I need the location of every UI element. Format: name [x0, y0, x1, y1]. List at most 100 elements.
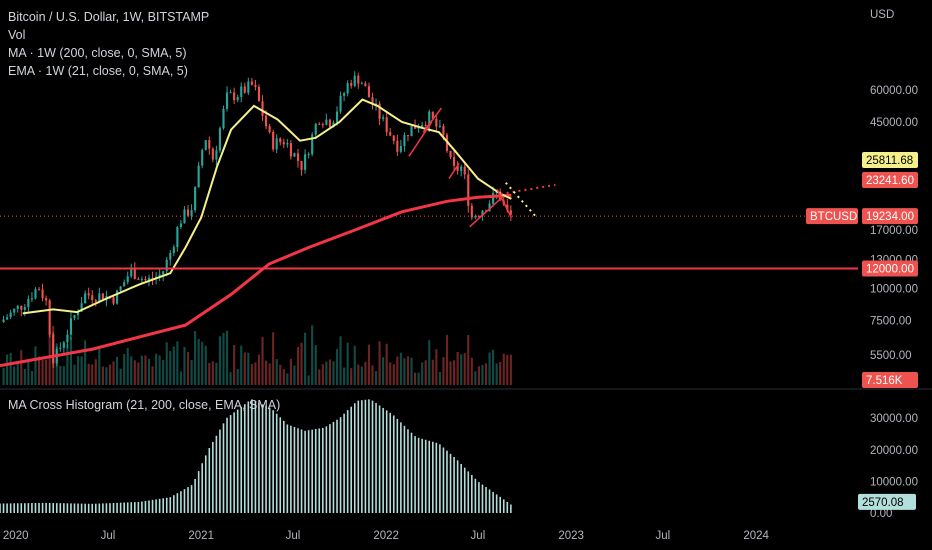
volume-bar: [101, 366, 104, 385]
histogram-bar: [48, 502, 51, 513]
volume-bar: [371, 365, 374, 385]
histogram-bar: [368, 399, 370, 513]
price-tag-level: [862, 260, 918, 277]
candle-body: [413, 125, 417, 129]
histogram-tick-label: 20000.00: [870, 445, 918, 457]
volume-bar: [155, 353, 158, 385]
histogram-bar: [126, 502, 129, 513]
candle-body: [172, 247, 175, 253]
price-tag-ema: [862, 152, 918, 168]
volume-bar: [474, 371, 477, 385]
candle-body: [98, 293, 101, 302]
candle-body: [116, 290, 119, 304]
volume-bar: [240, 345, 243, 385]
histogram-bar: [165, 497, 168, 513]
candle-body: [435, 118, 438, 127]
histogram-bar: [492, 491, 494, 513]
volume-bar: [289, 358, 292, 385]
histogram-bar: [375, 403, 377, 513]
histogram-bar: [229, 415, 232, 513]
histogram-axis[interactable]: 30000.00 20000.00 10000.00 0.00: [870, 413, 918, 520]
candle-body: [16, 305, 19, 309]
candle-body: [261, 101, 264, 116]
volume-bar: [112, 361, 115, 385]
volume-bar: [509, 354, 512, 385]
candle-body: [304, 154, 307, 170]
volume-bar: [27, 358, 30, 385]
histogram-bar: [16, 503, 19, 513]
candle-body: [147, 277, 151, 281]
histogram-bar: [392, 415, 395, 513]
time-tick-label: Jul: [286, 530, 301, 542]
volume-bar: [350, 368, 353, 385]
volume-bar: [211, 361, 214, 385]
volume-bar: [66, 344, 69, 385]
candle-body: [183, 209, 186, 224]
volume-bar: [314, 345, 317, 385]
histogram-bar: [52, 503, 55, 513]
histogram-bar: [45, 502, 47, 513]
candle-body: [396, 140, 399, 152]
histogram-bar: [382, 407, 384, 513]
candle-body: [470, 205, 473, 218]
candle-body: [41, 289, 44, 299]
volume-bar: [392, 364, 395, 385]
volume-bar: [339, 336, 342, 385]
volume-bar: [311, 325, 314, 385]
histogram-bar: [116, 502, 118, 513]
volume-bar: [460, 354, 463, 385]
candle-body: [162, 271, 165, 275]
volume-bar: [399, 352, 402, 385]
candle-body: [48, 300, 51, 335]
histogram-bar: [119, 502, 122, 513]
candle-body: [225, 92, 229, 109]
histogram-bar: [311, 429, 313, 513]
histogram-bar: [350, 406, 353, 513]
candle-body: [62, 342, 65, 348]
histogram-bar: [66, 503, 69, 513]
volume-bar: [123, 354, 126, 385]
histogram-bar: [421, 438, 423, 513]
volume-bar: [48, 332, 51, 385]
volume-bar: [119, 368, 122, 385]
histogram-tick-label: 0.00: [870, 508, 892, 520]
time-tick-label: Jul: [101, 530, 116, 542]
histogram-bar: [201, 463, 204, 513]
candle-body: [218, 128, 222, 151]
volume-bar: [484, 363, 488, 385]
time-axis[interactable]: 2020 Jul 2021 Jul 2022 Jul 2023 Jul 2024: [3, 530, 770, 542]
volume-bar: [37, 356, 41, 385]
candle-body: [208, 140, 211, 149]
candle-body: [346, 83, 349, 94]
histogram-bars: [0, 399, 512, 513]
candle-body: [190, 210, 193, 216]
histogram-bar: [410, 432, 413, 513]
histogram-bar: [371, 400, 374, 513]
volume-bar: [147, 358, 151, 385]
candle-body: [250, 81, 253, 85]
histogram-bar: [435, 442, 438, 513]
histogram-bar: [499, 496, 502, 513]
histogram-bar: [222, 423, 225, 513]
volume-bar: [69, 337, 73, 385]
volume-legend: Vol: [8, 28, 26, 42]
volume-bar: [254, 362, 257, 385]
volume-bar: [396, 356, 399, 385]
volume-bar: [495, 363, 498, 385]
candle-body: [20, 305, 23, 310]
ema-projection: [505, 182, 538, 219]
histogram-bar: [304, 430, 306, 513]
histogram-bar: [98, 503, 101, 513]
candle-body: [509, 210, 512, 215]
histogram-bar: [361, 400, 363, 513]
candle-body: [506, 204, 509, 211]
candle-body: [421, 124, 424, 128]
histogram-bar: [481, 484, 484, 513]
histogram-bar: [31, 503, 33, 513]
histogram-bar: [290, 425, 292, 513]
candle-body: [364, 83, 367, 87]
candle-body: [76, 311, 80, 316]
histogram-bar: [94, 503, 97, 513]
candle-body: [453, 157, 456, 166]
